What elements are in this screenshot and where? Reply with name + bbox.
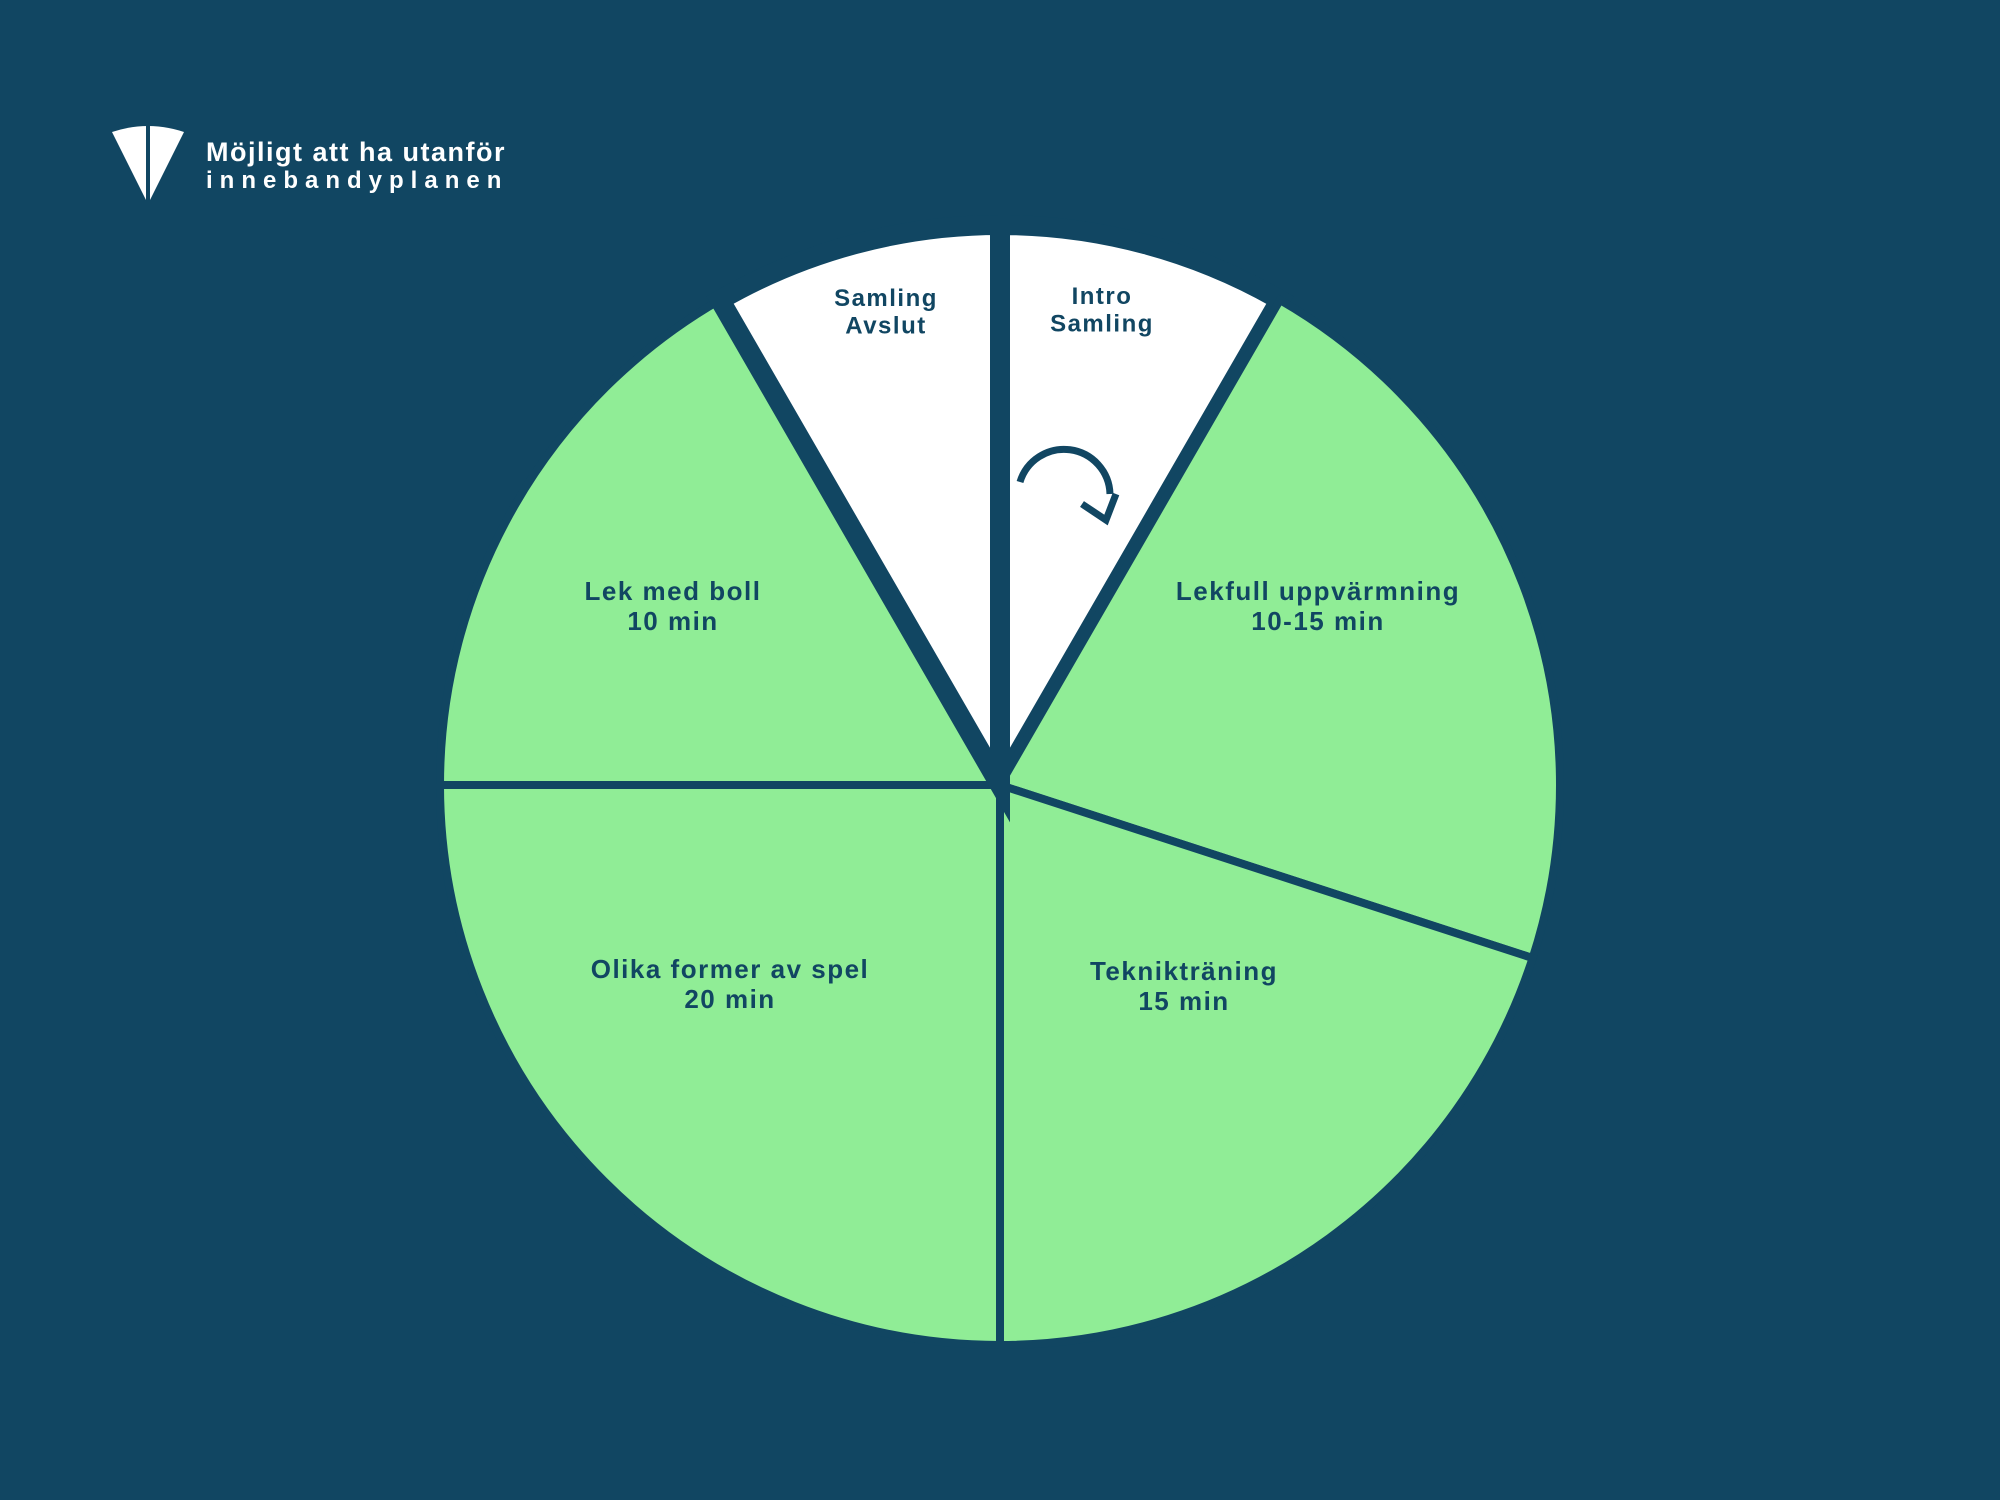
- legend-subtitle: innebandyplanen: [206, 166, 509, 194]
- label-line: Avslut: [845, 313, 926, 340]
- label-lekfull-uppvarmning: Lekfull uppvärmning 10-15 min: [1176, 576, 1460, 636]
- label-line: 10 min: [627, 606, 718, 636]
- white-segment-icon: [112, 126, 184, 206]
- label-line: Teknikträning: [1090, 956, 1278, 986]
- label-samling-avslut: Samling Avslut: [834, 285, 938, 340]
- slice-teknikträning: [996, 779, 1538, 1350]
- label-olika-former-av-spel: Olika former av spel 20 min: [591, 954, 870, 1014]
- label-line: Intro: [1072, 283, 1133, 310]
- clockwise-arrow-icon: [1016, 445, 1120, 526]
- label-intro-samling: Intro Samling: [1050, 283, 1154, 338]
- label-line: 10-15 min: [1251, 606, 1384, 636]
- label-line: Samling: [834, 285, 938, 312]
- label-line: 15 min: [1138, 986, 1229, 1016]
- label-lek-med-boll: Lek med boll 10 min: [585, 576, 762, 636]
- label-line: 20 min: [684, 984, 775, 1014]
- label-line: Lekfull uppvärmning: [1176, 576, 1460, 606]
- slice-olika-former-av-spel: [435, 781, 1004, 1350]
- slice-lek-med-boll: [435, 294, 1007, 789]
- slice-lekfull-uppvarmning: [994, 294, 1564, 964]
- label-line: Olika former av spel: [591, 954, 870, 984]
- slice-intro-samling: [990, 214, 1294, 823]
- label-line: Lek med boll: [585, 576, 762, 606]
- legend-title: Möjligt att ha utanför: [206, 136, 506, 167]
- slice-samling-avslut: [706, 214, 1010, 823]
- label-teknikträning: Teknikträning 15 min: [1090, 956, 1278, 1016]
- legend: Möjligt att ha utanför innebandyplanen: [108, 126, 508, 206]
- label-line: Samling: [1050, 311, 1154, 338]
